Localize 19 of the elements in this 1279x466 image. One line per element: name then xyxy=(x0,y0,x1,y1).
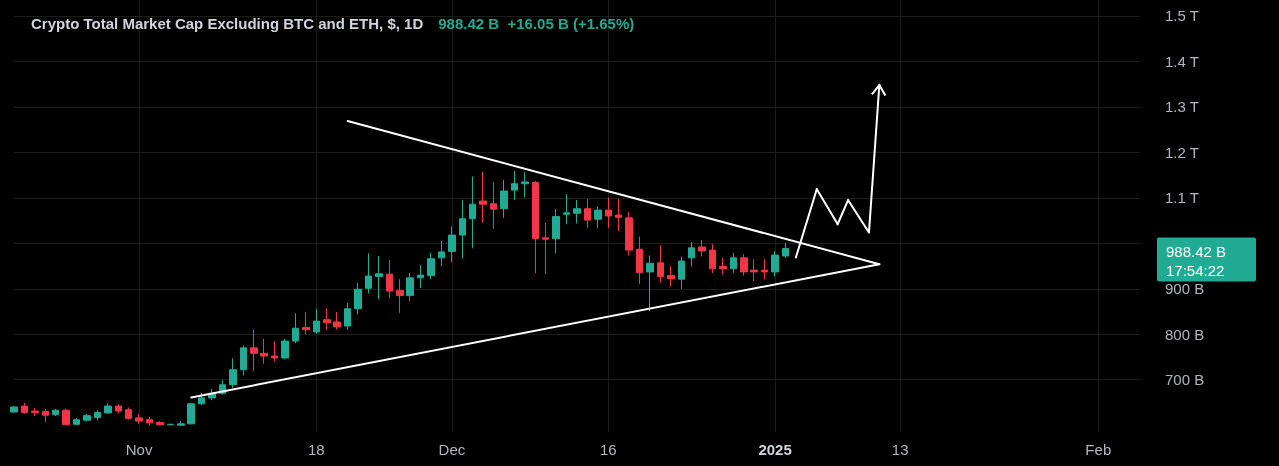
x-tick-label: 2025 xyxy=(758,441,792,458)
x-tick-label: 13 xyxy=(891,441,909,458)
x-tick-label: Nov xyxy=(125,441,153,458)
x-tick-label: Dec xyxy=(438,441,466,458)
y-tick-label: 1.2 T xyxy=(1165,143,1199,161)
y-tick-label: 1.4 T xyxy=(1165,52,1199,70)
x-tick-label: 18 xyxy=(308,441,325,458)
y-tick-label: 1.5 T xyxy=(1165,7,1199,25)
y-tick-label: 800 B xyxy=(1165,325,1205,343)
y-tick-label: 700 B xyxy=(1165,371,1205,389)
y-tick-label: 900 B xyxy=(1165,280,1205,298)
y-tick-label: 1.1 T xyxy=(1165,189,1199,207)
text: 17:54:22 xyxy=(1166,261,1225,279)
x-tick-label: 16 xyxy=(599,441,617,458)
text: 988.42 B +16.05 B (+1.65%) xyxy=(438,14,635,32)
y-tick-label: 1.3 T xyxy=(1165,98,1199,116)
text: Crypto Total Market Cap Excluding BTC and ETH, $, 1D xyxy=(31,14,424,32)
text: 988.42 B xyxy=(1166,242,1227,260)
x-tick-label: Feb xyxy=(1085,441,1112,458)
